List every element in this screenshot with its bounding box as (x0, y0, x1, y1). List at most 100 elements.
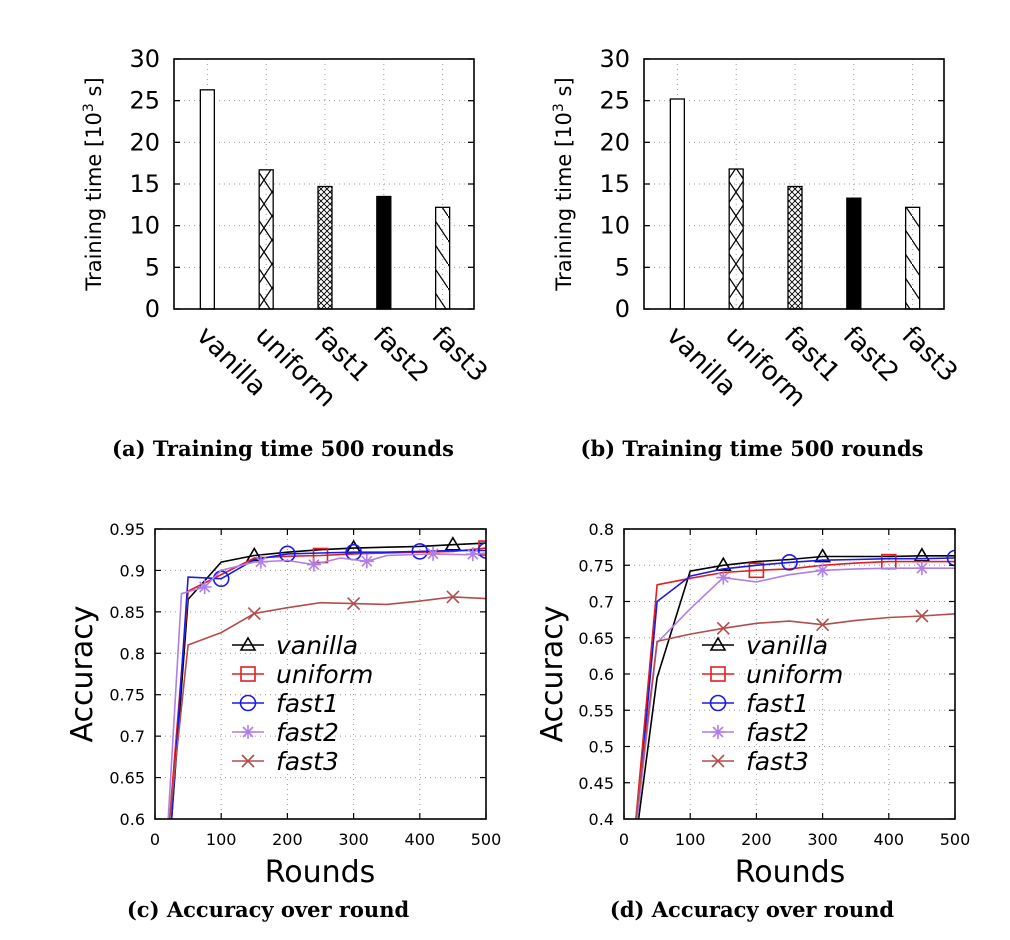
caption-d: (d) Accuracy over round (610, 897, 895, 922)
y-axis-label-sup: 3 (81, 103, 97, 112)
y-axis-label: Training time [103 s] (81, 77, 106, 291)
y-tick-label: 0.5 (589, 738, 614, 757)
marker-fast2 (197, 580, 212, 594)
y-tick-label: 20 (129, 128, 160, 156)
y-tick-label: 20 (599, 128, 630, 156)
marker-fast3 (446, 590, 460, 604)
plot-frame (154, 528, 487, 820)
marker-fast1 (781, 554, 798, 571)
marker-fast2 (716, 570, 731, 585)
caption-b: (b) Training time 500 rounds (581, 436, 924, 461)
bar-uniform (258, 169, 274, 310)
y-tick-label: 5 (145, 253, 160, 281)
chart-c: 0.6 0.65 0.7 0.75 0.8 0.85 0.9 0.95 0 100 200 300 40… (65, 520, 501, 890)
legend-marker-fast1 (709, 694, 727, 712)
y-tick-label: 0.6 (120, 810, 145, 829)
marker-fast2 (253, 554, 268, 569)
y-tick-label: 0.65 (578, 629, 614, 648)
bar-fast3 (434, 206, 451, 310)
y-tick-label: 0.95 (109, 520, 145, 539)
y-tick-label: 25 (129, 87, 160, 115)
category-label-fast2: fast2 (367, 321, 434, 388)
y-tick-label: 0.4 (589, 810, 614, 829)
bar-vanilla (199, 89, 216, 310)
y-tick-label: 0 (145, 295, 160, 323)
y-axis-label: Accuracy (65, 606, 100, 743)
legend-label-uniform: uniform (746, 660, 843, 689)
chart-a: 051015202530vanillauniformfast1fast2fast… (81, 45, 493, 413)
bar-uniform (728, 168, 744, 310)
legend-label-fast3: fast3 (276, 747, 339, 776)
marker-vanilla (345, 539, 362, 554)
legend-marker-fast3 (711, 754, 725, 768)
x-tick-label: 100 (206, 830, 237, 849)
y-axis-label: Training time [103 s] (551, 77, 576, 291)
y-tick-label: 0.65 (109, 769, 145, 788)
legend-marker-fast1 (239, 694, 257, 712)
marker-fast3 (347, 597, 361, 611)
x-tick-label: 300 (338, 830, 369, 849)
marker-fast2 (306, 557, 321, 572)
x-axis-label: Rounds (265, 855, 376, 890)
y-tick-label: 0.75 (578, 556, 614, 575)
marker-fast3 (247, 606, 261, 621)
x-tick-label: 200 (272, 830, 303, 849)
legend-marker-uniform (240, 666, 256, 682)
y-tick-label: 10 (599, 212, 630, 240)
legend-marker-vanilla (709, 636, 727, 651)
x-tick-label: 500 (471, 830, 502, 849)
y-tick-label: 10 (129, 212, 160, 240)
legend-label-vanilla: vanilla (746, 631, 828, 660)
marker-uniform (748, 562, 765, 579)
x-tick-label: 0 (150, 830, 160, 849)
category-label-fast2: fast2 (837, 321, 904, 388)
y-axis-label-main: Training time [10 (552, 112, 576, 292)
marker-fast1 (477, 542, 486, 559)
legend-marker-uniform (710, 666, 726, 682)
y-tick-label: 0.75 (109, 686, 145, 705)
legend-label-fast2: fast2 (746, 718, 809, 747)
legend-marker-fast2 (241, 725, 255, 739)
category-label-fast3: fast3 (896, 321, 963, 388)
y-tick-label: 0 (615, 295, 630, 323)
marker-vanilla (714, 556, 732, 572)
legend-label-fast1: fast1 (276, 689, 339, 718)
caption-a: (a) Training time 500 rounds (112, 436, 454, 461)
y-tick-label: 30 (599, 45, 630, 73)
x-tick-label: 500 (940, 830, 971, 849)
x-axis-label: Rounds (735, 855, 846, 890)
legend-label-fast1: fast1 (746, 689, 809, 718)
legend-label-uniform: uniform (276, 660, 373, 689)
y-tick-label: 0.7 (589, 593, 614, 612)
marker-fast2 (426, 546, 441, 561)
y-tick-label: 30 (129, 45, 160, 73)
marker-fast2 (359, 554, 374, 569)
x-tick-label: 300 (807, 830, 838, 849)
series-group (635, 547, 955, 819)
legend-label-fast3: fast3 (746, 747, 809, 776)
y-tick-label: 25 (599, 87, 630, 115)
bar-fast1 (787, 185, 803, 310)
y-tick-label: 15 (599, 170, 630, 198)
y-axis-label-tail: s] (82, 77, 106, 103)
x-tick-label: 200 (741, 830, 772, 849)
series-line-fast3 (635, 613, 955, 819)
series-line-fast2 (636, 567, 955, 819)
legend-marker-vanilla (239, 636, 257, 651)
marker-fast1 (411, 543, 429, 560)
series-group (167, 536, 486, 819)
marker-vanilla (814, 547, 831, 563)
legend-label-fast2: fast2 (276, 718, 339, 747)
series-line-fast1 (636, 557, 955, 819)
y-tick-label: 0.7 (120, 727, 145, 746)
y-tick-label: 0.8 (589, 520, 614, 539)
series-line-uniform (635, 560, 955, 819)
chart-d: 0.4 0.45 0.5 0.55 0.6 0.65 0.7 0.75 0.8 0 100 200 30… (535, 520, 970, 890)
marker-fast1 (946, 549, 955, 567)
chart-b: 051015202530vanillauniformfast1fast2fast… (551, 45, 963, 413)
bar-fast2 (376, 195, 392, 310)
y-tick-label: 0.8 (120, 644, 145, 663)
legend-label-vanilla: vanilla (276, 631, 358, 660)
legend-marker-fast3 (241, 754, 255, 768)
